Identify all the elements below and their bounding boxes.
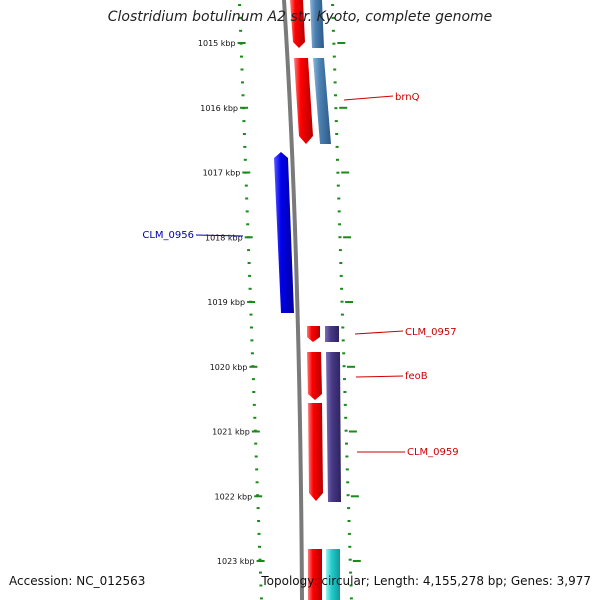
kbp-tick-right [345,301,354,303]
kbp-tick-right [343,236,352,239]
cds-feob-1[interactable] [307,352,322,400]
cds-bottom-partial[interactable] [308,549,322,600]
kbp-tick-label: 1020 kbp [210,363,248,372]
cog-feob [326,352,341,502]
kbp-tick-label: 1017 kbp [203,169,241,178]
cds-brnq[interactable] [294,58,313,144]
kbp-tick-label: 1015 kbp [198,39,236,48]
cog-top-partial [310,0,324,48]
kbp-tick-right [347,365,355,368]
kbp-tick-right [337,42,346,44]
kbp-tick-left [256,560,265,562]
leader-clm-0957 [354,330,404,335]
kbp-tick-label: 1021 kbp [212,428,250,437]
accession-text: Accession: NC_012563 [9,574,146,588]
kbp-tick-left [244,236,253,239]
feature-label-clm-0956[interactable]: CLM_0956 [142,230,194,241]
feature-label-clm-0959[interactable]: CLM_0959 [407,447,459,458]
kbp-tick-left [240,106,248,109]
kbp-tick-right [350,495,359,498]
cog-bottom-partial [326,549,340,600]
kbp-tick-left [251,430,260,433]
leader-clm-0956 [195,234,244,237]
cog-clm-0957 [325,326,339,342]
kbp-tick-label: 1023 kbp [217,557,255,566]
feature-label-clm-0957[interactable]: CLM_0957 [405,327,457,338]
feature-label-brnq[interactable]: brnQ [395,92,420,103]
kbp-tick-left [254,495,263,498]
genome-backbone [282,0,304,600]
cds-clm-0959[interactable] [308,403,323,501]
kbp-tick-left [247,301,256,303]
cds-clm-0956[interactable] [274,152,294,313]
kbp-tick-label: 1016 kbp [200,104,238,113]
kbp-tick-label: 1019 kbp [207,298,245,307]
cds-top-partial[interactable] [290,0,305,48]
leader-feob [355,375,404,378]
kbp-tick-right [341,171,350,174]
feature-label-feob[interactable]: feoB [405,371,428,382]
topology-text: Topology: circular; Length: 4,155,278 bp… [261,574,591,588]
kbp-tick-left [249,365,258,368]
kbp-scale: 1015 kbp 1016 kbp 1017 kbp 1018 kbp 1019 kbp… [198,39,361,566]
cog-brnq [313,58,331,144]
kbp-tick-left [242,171,251,174]
cds-clm-0957[interactable] [307,326,320,342]
kbp-tick-label: 1018 kbp [205,233,243,242]
kbp-tick-left [237,42,246,44]
kbp-tick-right [339,106,348,109]
leader-brnq [343,95,394,101]
kbp-tick-right [348,430,357,433]
map-title: Clostridium botulinum A2 str. Kyoto, com… [107,9,493,25]
tick-track-dots [238,4,353,600]
kbp-tick-label: 1022 kbp [214,492,252,501]
kbp-tick-right [352,560,361,562]
